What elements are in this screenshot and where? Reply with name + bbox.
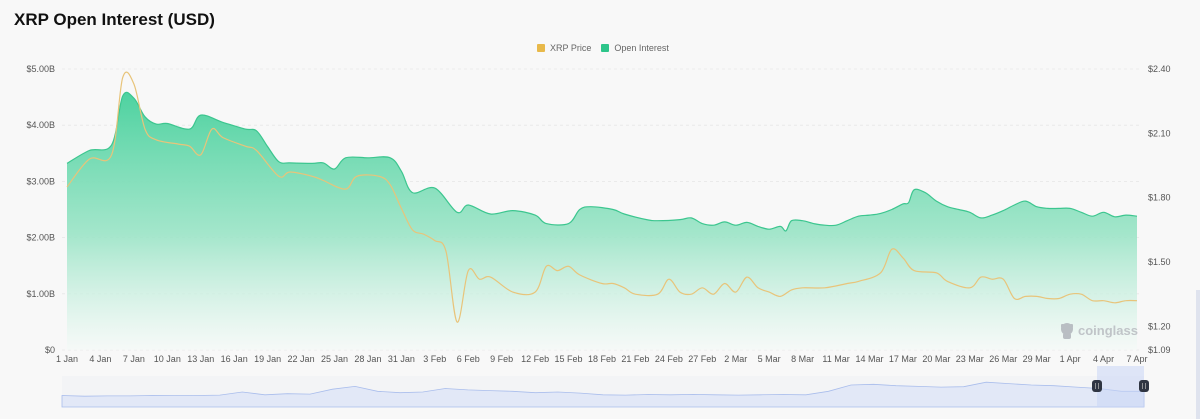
xrp-price-swatch-icon xyxy=(537,44,545,52)
x-tick: 13 Jan xyxy=(187,354,214,364)
x-axis: 1 Jan 4 Jan 7 Jan 10 Jan 13 Jan 16 Jan 19 Jan 2… xyxy=(56,354,1148,364)
open-interest-area xyxy=(67,92,1137,350)
y-right-tick: $1.50 xyxy=(1148,257,1171,267)
x-tick: 12 Feb xyxy=(521,354,549,364)
y-right-tick: $1.09 xyxy=(1148,345,1171,355)
y-left-tick: $1.00B xyxy=(26,289,55,299)
x-tick: 28 Jan xyxy=(354,354,381,364)
navigator-selection[interactable] xyxy=(1097,366,1144,407)
x-tick: 26 Mar xyxy=(989,354,1017,364)
x-tick: 20 Mar xyxy=(922,354,950,364)
xrp-price-line xyxy=(66,71,1138,323)
x-tick: 18 Feb xyxy=(588,354,616,364)
y-left-tick: $4.00B xyxy=(26,120,55,130)
navigator-right-handle[interactable] xyxy=(1139,380,1149,392)
x-tick: 19 Jan xyxy=(254,354,281,364)
x-tick: 23 Mar xyxy=(956,354,984,364)
x-tick: 5 Mar xyxy=(758,354,781,364)
legend-item-xrp-price[interactable]: XRP Price xyxy=(537,43,591,53)
x-tick: 9 Feb xyxy=(490,354,513,364)
navigator-left-handle[interactable] xyxy=(1092,380,1102,392)
y-right-tick: $2.10 xyxy=(1148,128,1171,138)
y-right-tick: $1.80 xyxy=(1148,193,1171,203)
y-left-tick: $5.00B xyxy=(26,64,55,74)
y-axis-right: $1.09 $1.20 $1.50 $1.80 $2.10 $2.40 xyxy=(1148,64,1171,355)
page-scrollbar[interactable] xyxy=(1196,290,1200,419)
watermark: coinglass xyxy=(1061,323,1138,339)
open-interest-line xyxy=(66,91,1138,232)
chart-title: XRP Open Interest (USD) xyxy=(14,10,215,29)
navigator-area xyxy=(61,381,1145,408)
x-tick: 10 Jan xyxy=(154,354,181,364)
x-tick: 2 Mar xyxy=(724,354,747,364)
x-tick: 8 Mar xyxy=(791,354,814,364)
y-left-tick: $2.00B xyxy=(26,233,55,243)
legend: XRP Price Open Interest xyxy=(537,43,669,53)
x-tick: 7 Jan xyxy=(123,354,145,364)
x-tick: 25 Jan xyxy=(321,354,348,364)
x-tick: 11 Mar xyxy=(822,354,849,364)
open-interest-swatch-icon xyxy=(601,44,610,52)
x-tick: 4 Jan xyxy=(89,354,111,364)
y-axis-left: $0 $1.00B $2.00B $3.00B $4.00B $5.00B xyxy=(26,64,55,355)
x-tick: 6 Feb xyxy=(457,354,480,364)
x-tick: 21 Feb xyxy=(621,354,649,364)
y-left-tick: $0 xyxy=(45,345,55,355)
x-tick: 15 Feb xyxy=(555,354,583,364)
coinglass-logo-icon xyxy=(1061,323,1073,339)
legend-label: XRP Price xyxy=(550,43,592,53)
legend-item-open-interest[interactable]: Open Interest xyxy=(601,43,669,53)
y-right-tick: $2.40 xyxy=(1148,64,1171,74)
x-tick: 24 Feb xyxy=(655,354,683,364)
legend-label: Open Interest xyxy=(614,43,669,53)
x-tick: 14 Mar xyxy=(855,354,883,364)
x-tick: 16 Jan xyxy=(221,354,248,364)
y-left-tick: $3.00B xyxy=(26,176,55,186)
x-tick: 3 Feb xyxy=(423,354,446,364)
x-tick: 31 Jan xyxy=(388,354,415,364)
x-tick: 1 Jan xyxy=(56,354,78,364)
x-tick: 29 Mar xyxy=(1023,354,1051,364)
x-tick: 4 Apr xyxy=(1093,354,1114,364)
watermark-text: coinglass xyxy=(1078,323,1138,338)
navigator[interactable] xyxy=(61,366,1149,408)
y-right-tick: $1.20 xyxy=(1148,321,1171,331)
x-tick: 22 Jan xyxy=(288,354,315,364)
x-tick: 1 Apr xyxy=(1060,354,1081,364)
x-tick: 7 Apr xyxy=(1126,354,1147,364)
x-tick: 27 Feb xyxy=(688,354,716,364)
x-tick: 17 Mar xyxy=(889,354,917,364)
